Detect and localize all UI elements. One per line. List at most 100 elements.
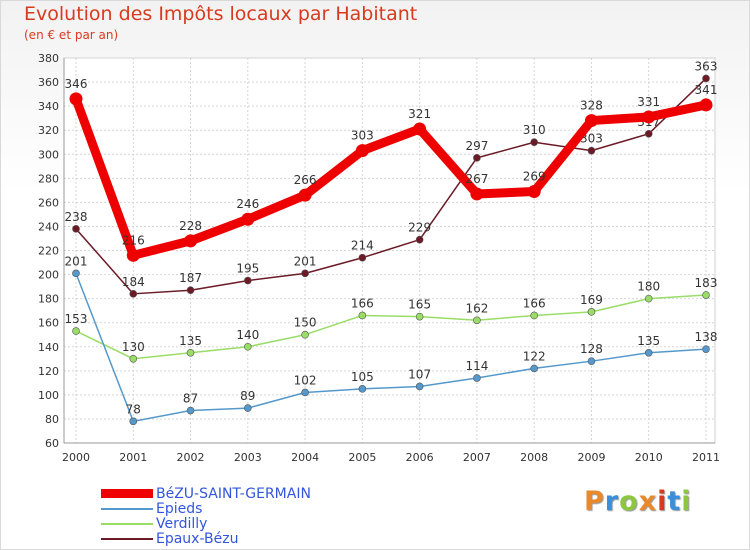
data-point-bezu-saint-germain: [413, 122, 427, 136]
x-tick-label: 2004: [291, 451, 319, 464]
x-tick-label: 2010: [635, 451, 663, 464]
data-label-verdilly: 150: [294, 316, 317, 330]
legend-item-epaux-bezu: Epaux-Bézu: [101, 530, 239, 547]
data-label-epieds: 87: [183, 392, 198, 406]
legend-swatch: [101, 489, 153, 498]
y-tick-label: 180: [38, 293, 59, 306]
data-point-epieds: [186, 406, 195, 415]
y-tick-label: 280: [38, 172, 59, 185]
data-point-verdilly: [473, 316, 481, 325]
data-label-verdilly: 130: [122, 340, 145, 354]
data-label-verdilly: 166: [523, 296, 546, 310]
data-point-verdilly: [72, 327, 80, 335]
data-label-epaux-bezu: 297: [465, 139, 488, 153]
data-label-verdilly: 180: [637, 280, 660, 294]
data-point-verdilly: [530, 311, 538, 320]
legend-item-verdilly: Verdilly: [101, 516, 207, 532]
y-tick-label: 260: [38, 196, 59, 209]
data-point-verdilly: [301, 330, 309, 339]
data-label-bezu-saint-germain: 303: [351, 129, 374, 143]
y-tick-label: 380: [38, 52, 59, 65]
data-point-epieds: [244, 404, 252, 412]
y-tick-label: 220: [38, 245, 59, 258]
data-point-epaux-bezu: [301, 269, 309, 278]
data-label-epieds: 107: [408, 367, 431, 381]
data-label-bezu-saint-germain: 328: [580, 99, 603, 113]
data-label-epaux-bezu: 229: [408, 221, 431, 235]
series-line-epaux-bezu: [75, 77, 707, 295]
y-tick-label: 200: [38, 269, 59, 282]
data-point-epaux-bezu: [587, 146, 596, 155]
legend-label: BéZU-SAINT-GERMAIN: [156, 485, 311, 502]
data-label-bezu-saint-germain: 269: [523, 170, 546, 184]
data-label-verdilly: 162: [465, 301, 488, 315]
data-point-epaux-bezu: [415, 235, 424, 244]
data-point-epieds: [587, 357, 596, 365]
data-label-bezu-saint-germain: 346: [65, 77, 88, 91]
data-point-verdilly: [702, 291, 710, 299]
data-label-verdilly: 169: [580, 293, 603, 307]
legend-item-bezu-saint-germain: BéZU-SAINT-GERMAIN: [101, 485, 311, 502]
data-label-bezu-saint-germain: 216: [122, 233, 145, 247]
data-label-epieds: 128: [580, 342, 603, 356]
y-tick-label: 120: [38, 365, 59, 378]
data-point-epaux-bezu: [186, 286, 195, 295]
data-label-epieds: 138: [695, 330, 718, 344]
data-point-bezu-saint-germain: [69, 92, 83, 106]
data-point-verdilly: [358, 311, 367, 320]
y-tick-label: 320: [38, 124, 59, 137]
data-point-bezu-saint-germain: [584, 114, 598, 128]
data-label-bezu-saint-germain: 321: [408, 107, 431, 121]
data-point-epaux-bezu: [358, 253, 367, 262]
data-point-epaux-bezu: [530, 138, 538, 147]
legend-label: Epaux-Bézu: [156, 530, 239, 547]
data-point-epaux-bezu: [473, 154, 481, 162]
series-line-bezu-saint-germain: [71, 94, 711, 260]
data-label-epieds: 102: [294, 373, 317, 387]
data-point-epaux-bezu: [129, 290, 138, 298]
data-point-epieds: [415, 382, 424, 391]
data-point-verdilly: [244, 342, 252, 351]
y-tick-label: 60: [45, 437, 59, 450]
series-line-verdilly: [75, 294, 707, 360]
data-point-epieds: [72, 269, 80, 278]
x-tick-label: 2002: [177, 451, 205, 464]
data-point-epaux-bezu: [644, 129, 653, 138]
data-label-epieds: 201: [65, 254, 88, 268]
data-label-epaux-bezu: 310: [523, 123, 546, 137]
data-label-epieds: 78: [126, 402, 141, 416]
chart-title: Evolution des Impôts locaux par Habitant: [24, 3, 418, 25]
data-point-epaux-bezu: [244, 276, 252, 285]
data-label-epaux-bezu: 214: [351, 239, 374, 253]
y-tick-label: 340: [38, 100, 59, 113]
y-tick-label: 80: [45, 413, 59, 426]
data-point-bezu-saint-germain: [241, 212, 255, 226]
series-line-epieds: [75, 272, 707, 423]
data-point-bezu-saint-germain: [642, 110, 656, 124]
data-label-bezu-saint-germain: 228: [179, 219, 202, 233]
x-tick-label: 2005: [348, 451, 376, 464]
data-label-verdilly: 183: [695, 276, 718, 290]
data-point-epieds: [644, 348, 653, 357]
data-point-bezu-saint-germain: [355, 144, 369, 158]
data-point-bezu-saint-germain: [527, 185, 541, 199]
data-point-verdilly: [587, 308, 596, 316]
data-point-verdilly: [129, 354, 138, 363]
legend-swatch: [101, 537, 153, 540]
data-label-bezu-saint-germain: 331: [637, 95, 660, 109]
data-point-verdilly: [186, 348, 195, 357]
data-point-verdilly: [415, 312, 424, 321]
chart-subtitle: (en € et par an): [24, 28, 119, 42]
data-point-bezu-saint-germain: [470, 187, 484, 201]
y-tick-label: 360: [38, 76, 59, 89]
data-label-epieds: 105: [351, 370, 374, 384]
x-tick-label: 2006: [406, 451, 434, 464]
legend-swatch: [101, 522, 153, 525]
data-label-epieds: 89: [240, 389, 255, 403]
data-label-epaux-bezu: 303: [580, 132, 603, 146]
data-point-epieds: [530, 364, 538, 373]
y-tick-label: 300: [38, 148, 59, 161]
data-label-epieds: 135: [637, 334, 660, 348]
y-tick-label: 140: [38, 341, 59, 354]
